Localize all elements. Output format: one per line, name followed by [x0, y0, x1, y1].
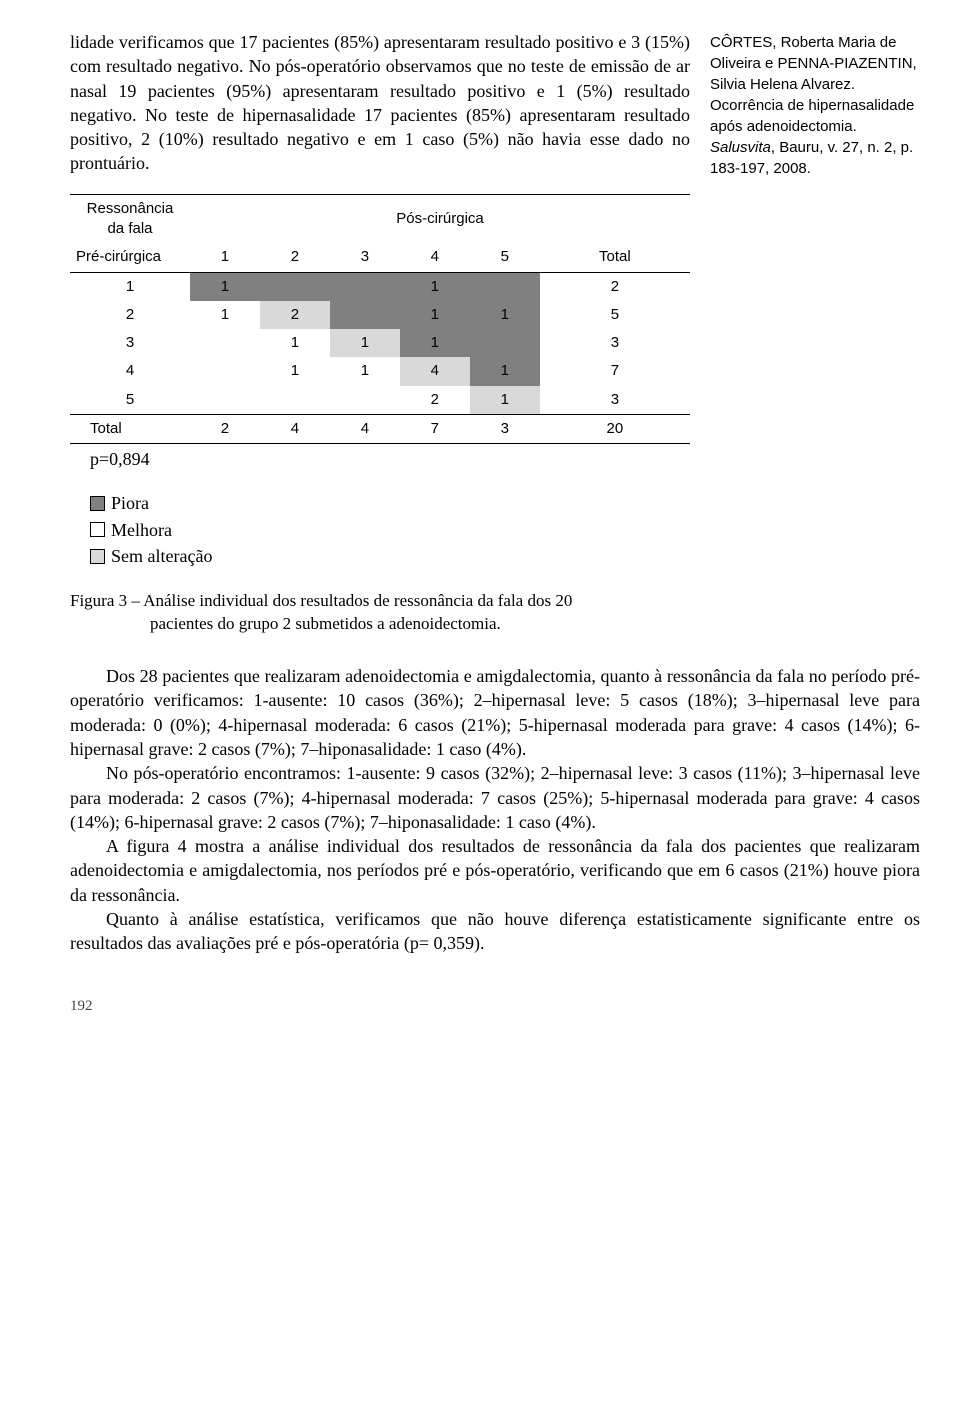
row-header: Ressonância da fala [70, 194, 190, 243]
pre-label: Pré-cirúrgica [70, 243, 190, 272]
row-label: 4 [70, 357, 190, 385]
data-cell: 1 [400, 301, 470, 329]
col-label: Total [540, 243, 690, 272]
data-cell: 1 [330, 329, 400, 357]
legend-swatch [90, 549, 105, 564]
page-number: 192 [70, 996, 920, 1016]
data-cell: 7 [540, 357, 690, 385]
column-labels-row: Pré-cirúrgica 1 2 3 4 5 Total [70, 243, 690, 272]
resonance-table: Ressonância da fala Pós-cirúrgica Pré-ci… [70, 194, 690, 472]
col-label: 2 [260, 243, 330, 272]
citation-sidebar: CÔRTES, Roberta Maria de Oliveira e PENN… [710, 30, 920, 636]
totals-label: Total [70, 414, 190, 443]
lower-p4: Quanto à análise estatística, verificamo… [70, 907, 920, 956]
legend-label: Piora [111, 491, 149, 515]
total-cell: 7 [400, 414, 470, 443]
row-label: 2 [70, 301, 190, 329]
legend-label: Melhora [111, 518, 172, 542]
legend-swatch [90, 522, 105, 537]
data-cell: 1 [260, 357, 330, 385]
data-cell: 1 [470, 301, 540, 329]
row-label: 3 [70, 329, 190, 357]
row-header-line2: da fala [107, 220, 152, 237]
data-cell [470, 329, 540, 357]
data-cell: 5 [540, 301, 690, 329]
table-row: 411417 [70, 357, 690, 385]
legend-swatch [90, 496, 105, 511]
data-cell [260, 386, 330, 415]
data-cell: 2 [260, 301, 330, 329]
legend-item: Sem alteração [90, 544, 690, 568]
total-cell: 4 [260, 414, 330, 443]
col-label: 3 [330, 243, 400, 272]
total-cell: 2 [190, 414, 260, 443]
col-label: 4 [400, 243, 470, 272]
table-row: 1112 [70, 272, 690, 301]
row-label: 1 [70, 272, 190, 301]
data-cell: 1 [190, 301, 260, 329]
lower-p3: A figura 4 mostra a análise individual d… [70, 834, 920, 907]
totals-row: Total 2 4 4 7 3 20 [70, 414, 690, 443]
data-cell: 2 [540, 272, 690, 301]
row-header-line1: Ressonância [87, 200, 174, 217]
citation-authors: CÔRTES, Roberta Maria de Oliveira e PENN… [710, 34, 917, 93]
data-cell [190, 386, 260, 415]
figure-caption: Figura 3 – Análise individual dos result… [70, 590, 690, 636]
legend-item: Melhora [90, 518, 690, 542]
data-cell [330, 301, 400, 329]
data-cell [330, 272, 400, 301]
data-cell: 3 [540, 329, 690, 357]
citation-source-italic: Salusvita [710, 139, 771, 156]
data-cell [190, 357, 260, 385]
data-cell: 1 [470, 386, 540, 415]
data-cell [260, 272, 330, 301]
col-label: 5 [470, 243, 540, 272]
data-cell: 3 [540, 386, 690, 415]
data-cell: 4 [400, 357, 470, 385]
data-cell: 1 [330, 357, 400, 385]
data-cell: 1 [400, 272, 470, 301]
legend-label: Sem alteração [111, 544, 212, 568]
data-cell: 1 [260, 329, 330, 357]
data-cell [330, 386, 400, 415]
total-cell: 20 [540, 414, 690, 443]
data-cell: 1 [400, 329, 470, 357]
caption-line2: pacientes do grupo 2 submetidos a adenoi… [70, 613, 690, 636]
table-row: 212115 [70, 301, 690, 329]
legend-item: Piora [90, 491, 690, 515]
lower-p1: Dos 28 pacientes que realizaram adenoide… [70, 664, 920, 761]
data-cell: 1 [190, 272, 260, 301]
lower-paragraphs: Dos 28 pacientes que realizaram adenoide… [70, 664, 920, 956]
caption-line1: Figura 3 – Análise individual dos result… [70, 590, 690, 613]
table-row: 31113 [70, 329, 690, 357]
row-label: 5 [70, 386, 190, 415]
total-cell: 4 [330, 414, 400, 443]
lower-p2: No pós-operatório encontramos: 1-ausente… [70, 761, 920, 834]
table-row: 5 213 [70, 386, 690, 415]
data-cell [470, 272, 540, 301]
legend: Piora MelhoraSem alteração [70, 491, 690, 568]
data-cell: 2 [400, 386, 470, 415]
data-cell [190, 329, 260, 357]
citation-source: Salusvita, Bauru, v. 27, n. 2, p. 183-19… [710, 139, 913, 177]
col-header: Pós-cirúrgica [190, 194, 690, 243]
data-cell: 1 [470, 357, 540, 385]
intro-paragraph: lidade verificamos que 17 pacientes (85%… [70, 30, 690, 176]
total-cell: 3 [470, 414, 540, 443]
p-value: p=0,894 [70, 447, 690, 471]
col-label: 1 [190, 243, 260, 272]
citation-title: Ocorrência de hipernasalidade após adeno… [710, 97, 914, 135]
